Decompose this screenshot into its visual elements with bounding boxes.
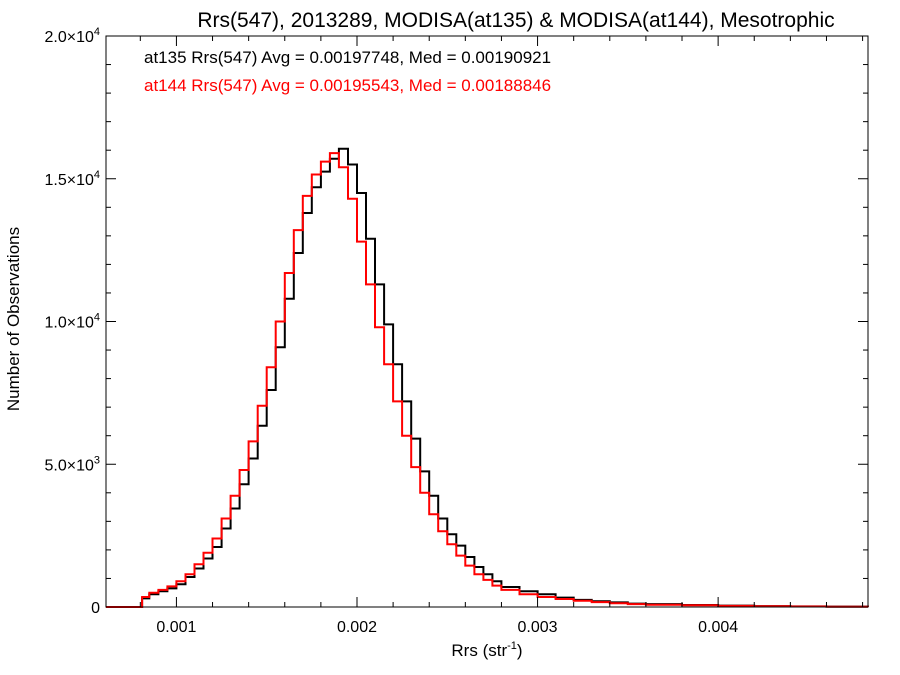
y-tick-label: 2.0×104 [44,26,100,46]
y-tick-label: 5.0×103 [44,454,100,474]
x-axis-label: Rrs (str-1) [451,640,522,660]
x-tick-label: 0.001 [156,619,196,636]
plot-area: 0.001 0.002 0.003 0.004 0 5.0×103 1.0×104 1.5×1… [44,26,869,636]
chart-title: Rrs(547), 2013289, MODISA(at135) & MODIS… [197,9,834,32]
annotation-at135: at135 Rrs(547) Avg = 0.00197748, Med = 0… [144,48,551,67]
annotation-at144: at144 Rrs(547) Avg = 0.00195543, Med = 0… [144,76,551,95]
x-tick-label: 0.002 [337,619,377,636]
histogram-series-1 [106,152,869,608]
y-tick-label: 1.0×104 [44,312,100,332]
x-axis-label-sup: -1 [507,640,517,652]
y-axis-label: Number of Observations [4,227,23,411]
y-tick-label: 0 [91,600,100,617]
plot-frame [105,35,869,608]
x-axis-label-base: Rrs (str [451,641,507,660]
x-tick-label: 0.004 [698,619,738,636]
y-tick-label: 1.5×104 [44,169,100,189]
x-tick-label: 0.003 [518,619,558,636]
x-axis-label-close: ) [517,641,523,660]
